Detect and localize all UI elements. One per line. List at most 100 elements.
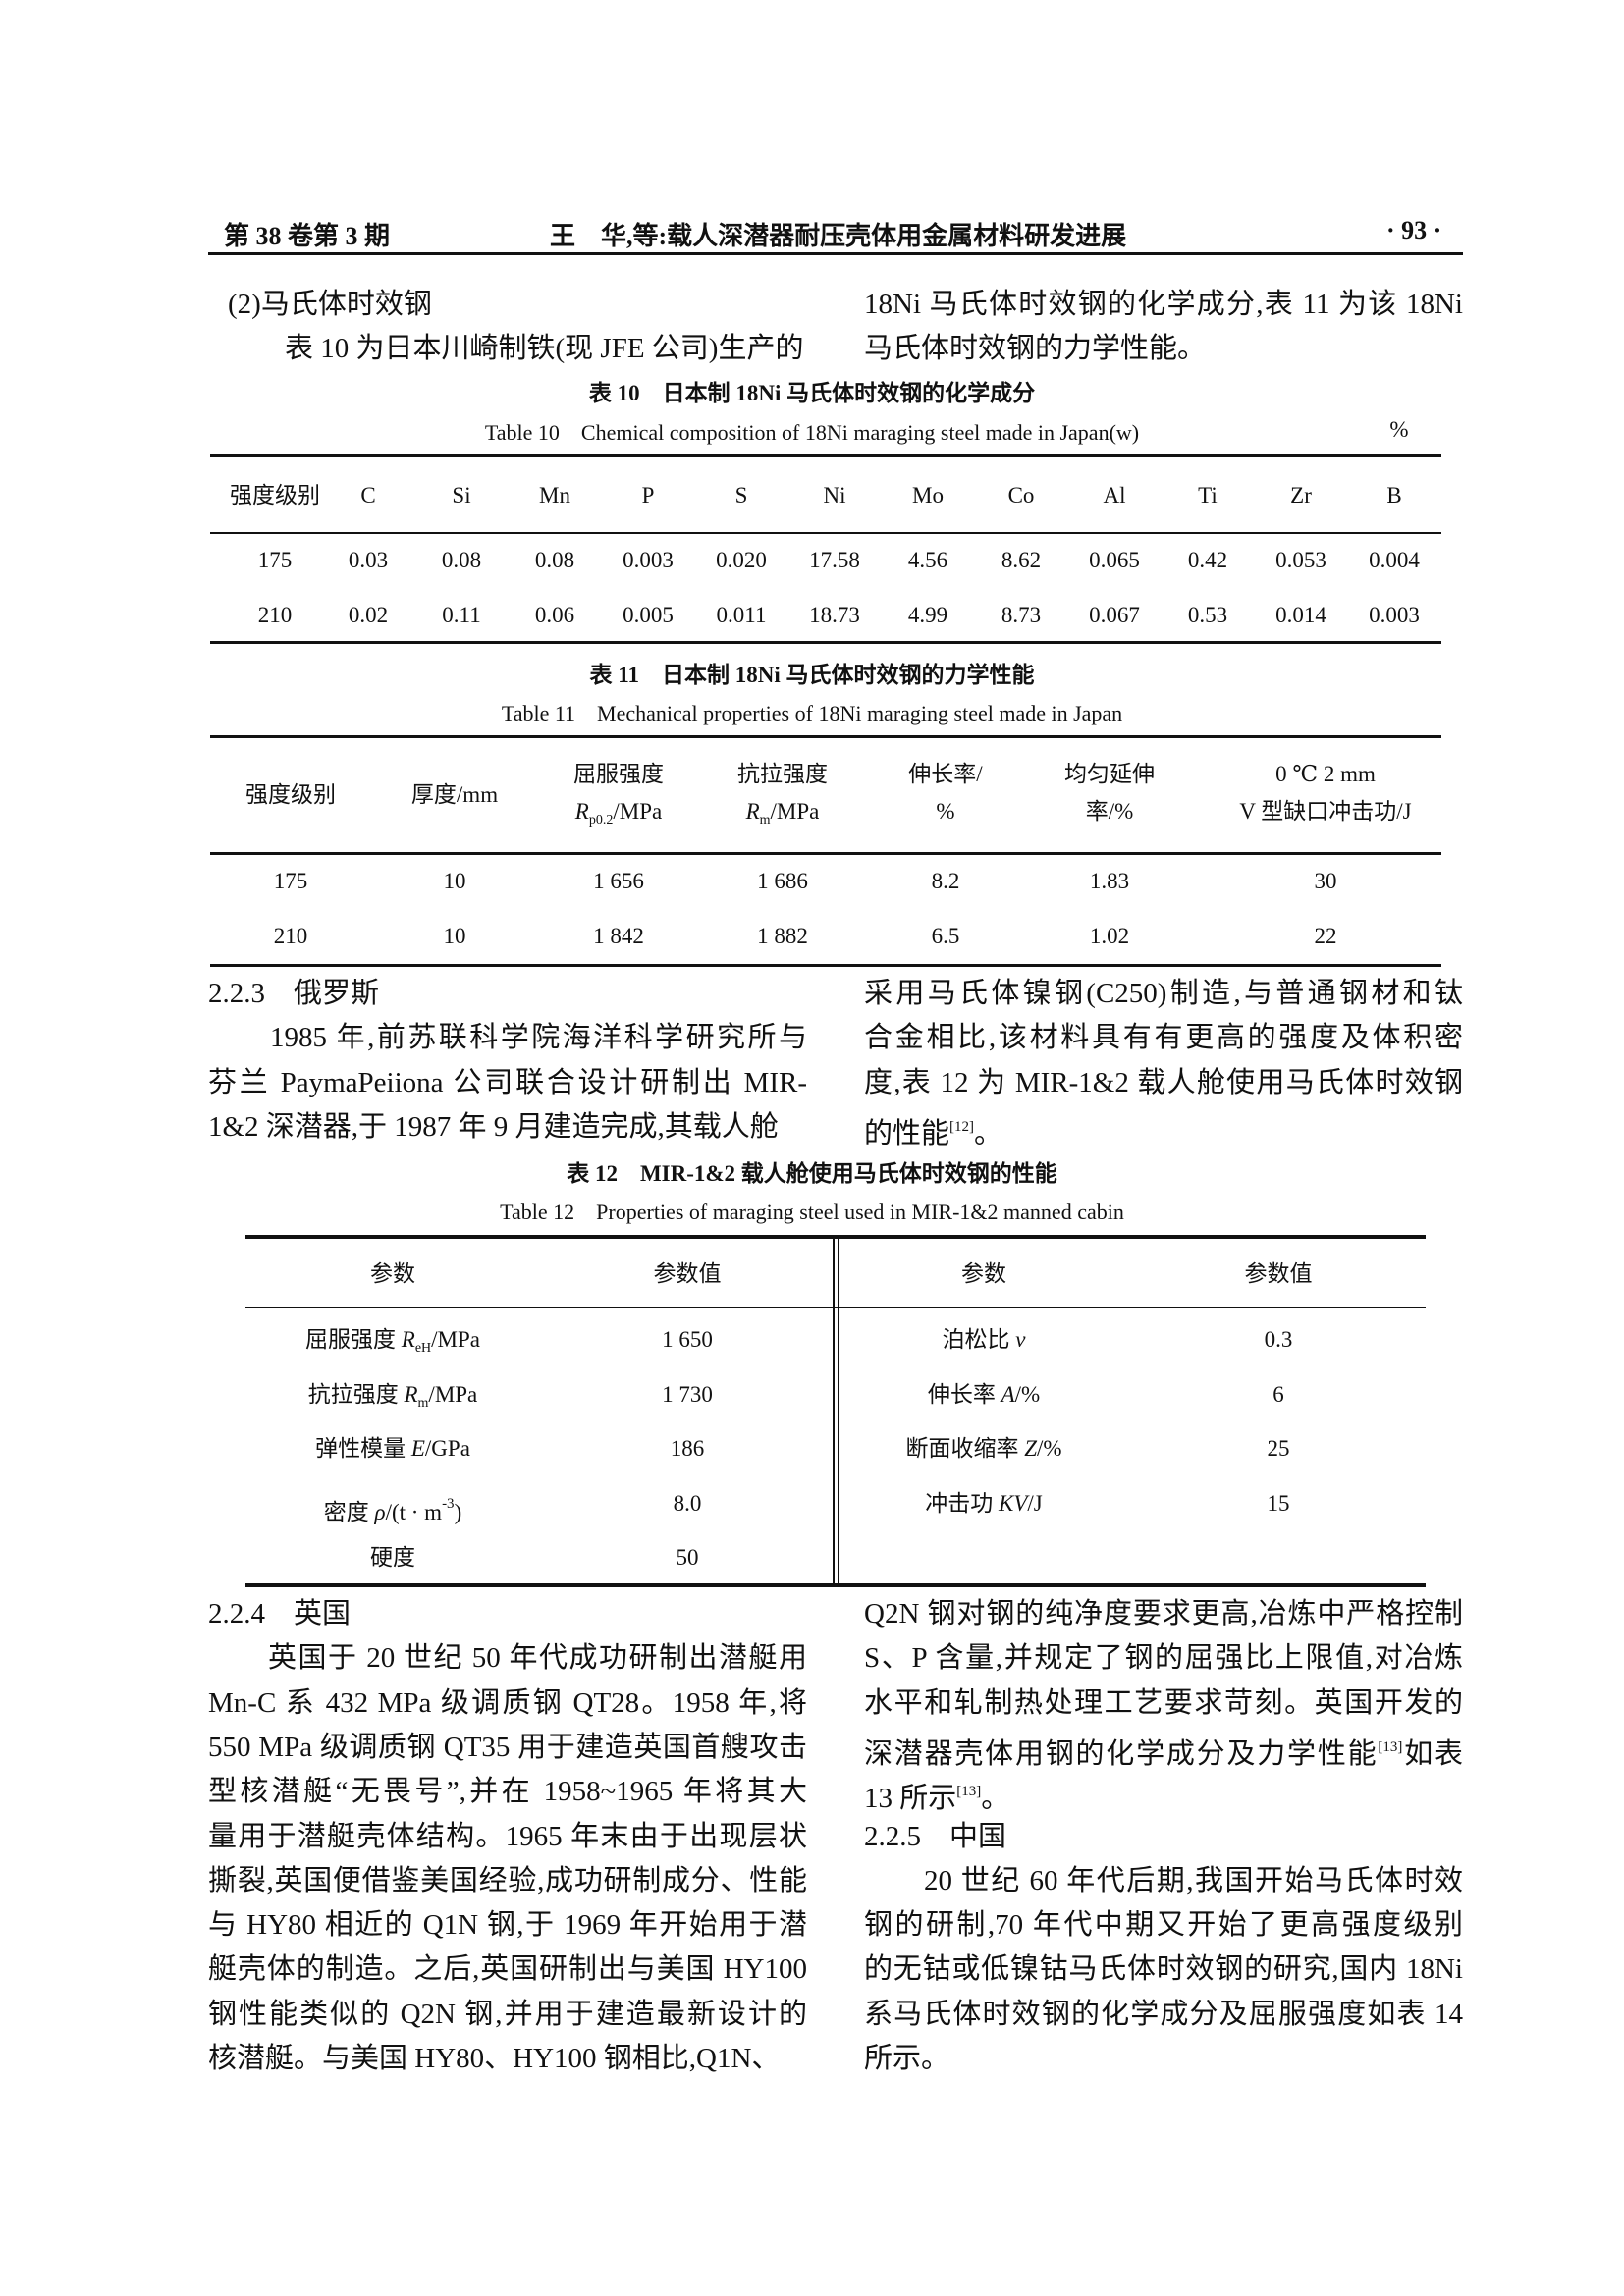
text-line: 钢的研制,70 年代中期又开始了更高强度级别 (864, 1903, 1463, 1948)
text-line: 1&2 深潜器,于 1987 年 9 月建造完成,其载人舱 (208, 1105, 807, 1149)
header-line: 率/% (1064, 793, 1155, 830)
text-line: 的性能[12]。 (864, 1105, 1463, 1149)
column-header: 抗拉强度 Rm/MPa (737, 756, 828, 839)
text-segment: 断面收缩率 (905, 1436, 1025, 1461)
parameter-name: 屈服强度 ReH/MPa (305, 1321, 480, 1367)
text-line: 1985 年,前苏联科学院海洋科学研究所与 (208, 1016, 807, 1060)
table-cell: 22 (1314, 924, 1337, 948)
text-segment: R (745, 799, 760, 824)
text-segment: /MPa (770, 799, 820, 824)
text-segment: V 型缺口冲击功/J (1239, 799, 1412, 824)
table-cell: 175 (257, 548, 293, 572)
column-header: 伸长率/% (908, 756, 982, 830)
header-line: Rp0.2/MPa (573, 793, 664, 839)
text-segment: 。 (974, 1117, 1003, 1149)
table-cell: 8.62 (1001, 548, 1042, 572)
table-rule (245, 1583, 1426, 1587)
table-cell: 0.053 (1275, 548, 1326, 572)
header-line: 伸长率/ (908, 756, 982, 793)
page-number: · 93 · (1386, 216, 1442, 244)
parameter-value: 8.0 (673, 1490, 702, 1516)
parameter-value: 186 (670, 1436, 705, 1461)
text-segment: 水平和轧制热处理工艺要求苛刻。英国开发的 (864, 1686, 1463, 1719)
parameter-value: 1 730 (662, 1381, 713, 1407)
text-line: 水平和轧制热处理工艺要求苛刻。英国开发的 (864, 1682, 1463, 1726)
header-line: 屈服强度 (573, 756, 664, 793)
text-segment: 率/% (1085, 799, 1134, 824)
header-rule (208, 252, 1463, 255)
table-rule (210, 641, 1441, 644)
table-cell: 0.11 (442, 603, 481, 627)
table-cell: 0.08 (441, 548, 482, 572)
column-header: 屈服强度 Rp0.2/MPa (573, 756, 664, 839)
text-segment: 强度级别 (245, 782, 336, 807)
text-segment: ) (454, 1499, 462, 1524)
table-cell: 8.73 (1001, 603, 1042, 627)
text-segment: /MPa (428, 1381, 478, 1407)
column-header: P (641, 483, 655, 507)
text-segment: E (410, 1436, 425, 1461)
text-line: 20 世纪 60 年代后期,我国开始马氏体时效 (864, 1859, 1463, 1903)
text-segment: 0 ℃ 2 mm (1275, 762, 1376, 786)
parameter-name: 冲击功 KV/J (925, 1485, 1042, 1522)
table-cell: 6.5 (931, 924, 960, 948)
text-line: 型核潜艇“无畏号”,并在 1958~1965 年将其大 (208, 1770, 807, 1814)
text-segment: R (404, 1381, 418, 1407)
text-segment: 伸长率 (927, 1381, 1001, 1407)
text-segment: 核潜艇。与美国 HY80、HY100 钢相比,Q1N、 (208, 2043, 781, 2074)
text-segment: 厚度/mm (410, 782, 499, 807)
table-cell: 0.020 (716, 548, 767, 572)
table-cell: 0.065 (1089, 548, 1140, 572)
column-header: Al (1103, 483, 1126, 507)
header-line: 抗拉强度 (737, 756, 828, 793)
text-segment: /J (1027, 1490, 1043, 1516)
double-divider (838, 1235, 839, 1587)
journal-issue: 第 38 卷第 3 期 (224, 222, 391, 250)
text-line: 的无钴或低镍钴马氏体时效钢的研究,国内 18Ni (864, 1948, 1463, 1992)
table-cell: 10 (443, 869, 466, 893)
text-segment: 2.2.4 英国 (208, 1598, 352, 1629)
column-header: Mn (539, 483, 570, 507)
text-segment: A (1001, 1381, 1015, 1407)
text-line: 芬兰 PaymaPeiiona 公司联合设计研制出 MIR- (208, 1061, 807, 1105)
header-line: 0 ℃ 2 mm (1239, 756, 1411, 793)
table-cell: 1 882 (757, 924, 808, 948)
table-caption-en: Table 10 Chemical composition of 18Ni ma… (484, 420, 1140, 445)
text-segment: 的性能 (864, 1117, 950, 1149)
header-line: % (908, 793, 982, 830)
column-header: 参数值 (653, 1261, 722, 1286)
parameter-value: 0.3 (1264, 1327, 1293, 1352)
text-segment: ρ (374, 1499, 386, 1524)
text-segment: KV (999, 1490, 1028, 1516)
text-segment: 1985 年,前苏联科学院海洋科学研究所与 (208, 1022, 807, 1054)
table-rule (245, 1307, 1426, 1308)
table-cell: 0.003 (623, 548, 674, 572)
text-line: 马氏体时效钢的力学性能。 (864, 333, 1207, 365)
text-segment: 艇壳体的制造。之后,英国研制出与美国 HY100 (208, 1953, 807, 1986)
text-segment: 抗拉强度 (737, 762, 828, 786)
table-rule (210, 852, 1441, 855)
column-header: Ti (1198, 483, 1218, 507)
text-segment: Z (1024, 1436, 1037, 1461)
column-header: 均匀延伸 率/% (1064, 756, 1155, 830)
table-cell: 0.005 (623, 603, 674, 627)
text-segment: 伸长率/ (908, 762, 983, 786)
column-header: 0 ℃ 2 mm V 型缺口冲击功/J (1239, 756, 1411, 830)
text-segment: 抗拉强度 (307, 1381, 405, 1407)
text-segment: 屈服强度 (305, 1327, 402, 1352)
text-segment: /MPa (431, 1327, 480, 1352)
table-cell: 0.014 (1275, 603, 1326, 627)
text-line: 量用于潜艇壳体结构。1965 年末由于出现层状 (208, 1815, 807, 1859)
text-segment: 度,表 12 为 MIR-1&2 载人舱使用马氏体时效钢 (864, 1066, 1463, 1098)
text-line: 系马氏体时效钢的化学成分及屈服强度如表 14 (864, 1993, 1463, 2037)
table-cell: 1.02 (1089, 924, 1130, 948)
text-segment: 弹性模量 (315, 1436, 411, 1461)
column-header: Ni (823, 483, 846, 507)
text-segment: 英国于 20 世纪 50 年代成功研制出潜艇用 (208, 1642, 807, 1675)
text-line: 13 所示[13]。 (864, 1770, 1463, 1814)
parameter-value: 1 650 (662, 1327, 713, 1352)
table-cell: 4.56 (907, 548, 948, 572)
table-unit: % (1389, 417, 1409, 442)
text-line: 英国于 20 世纪 50 年代成功研制出潜艇用 (208, 1636, 807, 1681)
text-segment: R (574, 799, 589, 824)
